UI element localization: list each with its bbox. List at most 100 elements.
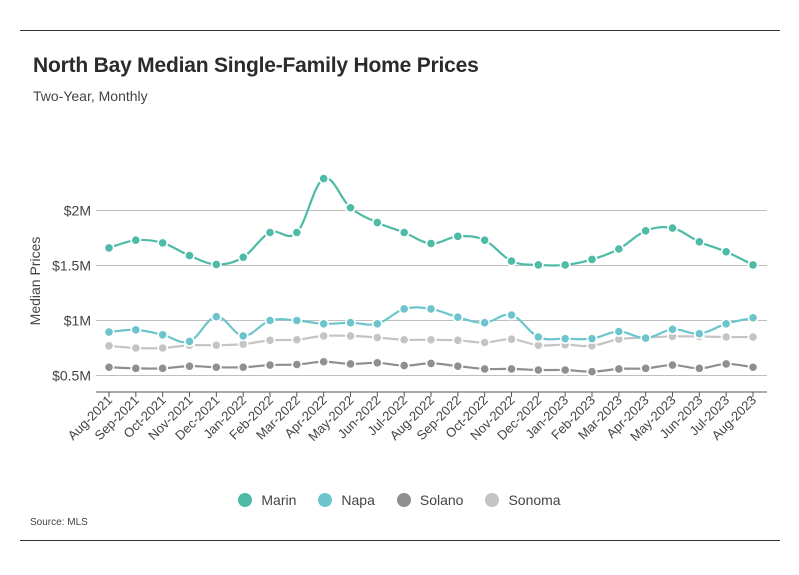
data-point-solano [291,359,303,370]
data-point-napa [237,330,249,342]
data-point-solano [237,361,249,373]
data-point-solano [103,361,115,373]
data-point-marin [130,234,142,246]
data-point-napa [210,311,222,323]
legend-swatch-napa [318,493,333,507]
data-point-marin [559,259,571,271]
data-point-marin [667,222,678,234]
data-point-napa [157,329,169,341]
data-point-marin [264,227,276,238]
data-point-sonoma [264,334,276,346]
data-point-solano [157,362,169,374]
data-point-marin [184,250,195,261]
data-point-napa [264,315,276,326]
data-point-solano [184,360,195,372]
data-point-napa [452,311,464,323]
legend-item-solano: Solano [396,492,464,508]
data-point-sonoma [157,342,169,354]
data-point-solano [210,361,222,373]
data-point-marin [452,230,464,242]
data-point-napa [532,331,544,343]
data-point-solano [586,366,598,378]
data-point-solano [667,359,678,371]
data-point-solano [345,358,356,370]
legend-swatch-solano [396,493,411,507]
data-point-marin [506,255,517,267]
data-point-marin [291,227,303,238]
legend-swatch-marin [238,493,253,507]
data-point-marin [613,243,625,255]
data-point-marin [103,242,115,254]
data-point-marin [640,225,652,237]
data-point-marin [345,202,356,214]
data-point-solano [559,364,571,376]
legend-item-marin: Marin [238,492,296,508]
data-point-napa [371,318,383,330]
data-point-marin [210,258,222,270]
data-point-napa [479,317,491,329]
legend-label-napa: Napa [341,492,375,508]
legend-item-napa: Napa [318,492,375,508]
data-point-solano [318,356,330,368]
data-point-solano [613,363,625,375]
data-point-marin [425,238,437,249]
y-tick-label: $1.5M [52,258,91,274]
data-point-napa [184,335,195,347]
data-point-napa [291,315,303,326]
data-point-sonoma [130,342,142,354]
data-point-sonoma [720,331,732,343]
series-line-marin [108,177,754,267]
data-point-sonoma [506,333,517,345]
data-point-marin [237,251,249,263]
data-point-sonoma [103,340,115,352]
legend-label-sonoma: Sonoma [508,492,561,508]
legend-swatch-sonoma [485,493,500,507]
data-point-solano [747,361,759,373]
data-point-napa [586,333,598,345]
data-point-napa [425,303,437,315]
legend-label-solano: Solano [419,492,464,508]
data-point-solano [479,363,491,375]
data-point-solano [720,358,732,370]
data-point-marin [693,236,705,248]
data-point-solano [640,362,652,374]
data-point-marin [747,259,759,271]
data-point-marin [398,227,410,238]
data-point-napa [318,318,330,330]
data-point-napa [720,318,732,330]
data-point-sonoma [425,334,437,346]
data-point-napa [559,333,571,345]
data-point-napa [103,326,115,338]
data-point-sonoma [479,337,491,348]
data-point-napa [613,326,625,337]
y-axis-label: Median Prices [27,237,43,326]
data-point-solano [130,362,142,374]
data-point-solano [371,357,383,369]
chart-legend: Marin Napa Solano Sonoma [0,492,799,508]
y-tick-label: $1M [64,313,91,329]
data-point-napa [667,323,678,335]
data-point-marin [532,259,544,271]
data-point-solano [506,363,517,375]
data-point-napa [130,324,142,336]
data-point-napa [640,332,652,344]
data-point-solano [693,362,705,374]
source-note: Source: MLS [30,517,88,528]
data-point-sonoma [345,330,356,342]
data-point-sonoma [452,334,464,346]
data-point-marin [371,217,383,228]
bottom-rule [20,540,780,541]
data-point-solano [532,364,544,376]
data-point-sonoma [210,339,222,351]
data-point-sonoma [291,334,303,346]
legend-item-sonoma: Sonoma [485,492,561,508]
data-point-sonoma [398,334,410,346]
data-point-sonoma [318,330,330,342]
y-tick-label: $0.5M [52,368,91,384]
data-point-sonoma [371,332,383,343]
data-point-napa [345,317,356,329]
top-rule [20,30,780,31]
data-point-napa [747,312,759,324]
data-point-napa [398,303,410,315]
